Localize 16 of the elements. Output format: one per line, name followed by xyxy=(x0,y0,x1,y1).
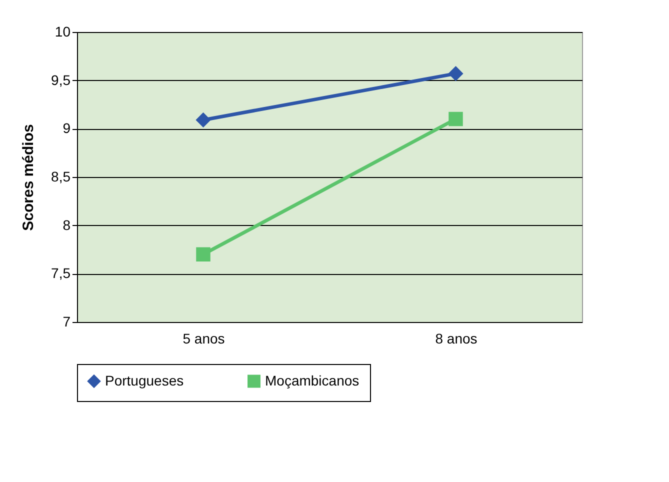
point xyxy=(448,66,463,81)
point xyxy=(196,247,210,262)
y-tick-label: 8 xyxy=(62,216,71,233)
point xyxy=(448,112,463,126)
legend-label: Moçambicanos xyxy=(265,372,360,388)
y-tick-label: 9 xyxy=(62,120,71,136)
legend-label: Portugueses xyxy=(105,372,184,388)
y-tick-label: 8,5 xyxy=(51,168,71,184)
y-tick-label: 9,5 xyxy=(51,72,71,88)
x-tick-label: 5 anos xyxy=(182,330,225,346)
x-tick-label: 8 anos xyxy=(435,330,478,346)
y-tick-label: 7 xyxy=(62,314,71,330)
y-axis-title: Scores médios xyxy=(20,124,38,231)
y-tick-label: 10 xyxy=(54,24,71,40)
point xyxy=(196,112,210,128)
y-tick-label: 7,5 xyxy=(51,265,71,282)
